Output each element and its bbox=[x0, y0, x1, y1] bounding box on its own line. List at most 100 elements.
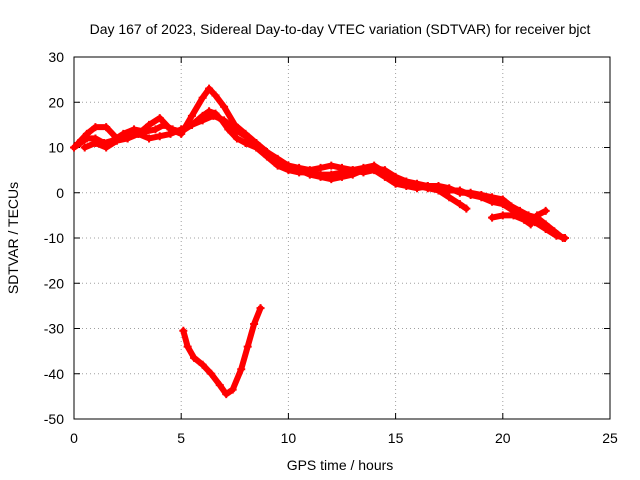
data-series bbox=[70, 84, 569, 399]
data-point bbox=[130, 125, 139, 134]
series-line bbox=[81, 112, 568, 241]
data-point bbox=[241, 132, 250, 141]
data-point bbox=[455, 186, 464, 195]
data-point bbox=[177, 125, 186, 134]
data-point bbox=[70, 143, 78, 152]
data-point bbox=[222, 390, 231, 399]
x-tick-label: 25 bbox=[602, 430, 618, 446]
data-point bbox=[187, 120, 196, 129]
y-axis: 30 20 10 0 -10 -20 -30 -40 -50 bbox=[44, 49, 610, 427]
data-point bbox=[220, 116, 229, 125]
data-point bbox=[187, 111, 196, 120]
data-point bbox=[370, 163, 379, 172]
x-axis-label: GPS time / hours bbox=[287, 457, 394, 473]
data-point bbox=[295, 166, 304, 175]
data-point bbox=[413, 179, 422, 188]
data-point bbox=[207, 369, 216, 378]
y-tick-label: -50 bbox=[44, 411, 64, 427]
data-point bbox=[338, 163, 346, 172]
data-point bbox=[462, 204, 471, 213]
data-point bbox=[316, 172, 325, 181]
x-tick-label: 15 bbox=[388, 430, 404, 446]
data-point bbox=[380, 166, 389, 175]
y-tick-label: 10 bbox=[48, 140, 64, 156]
data-point bbox=[198, 116, 207, 125]
data-point bbox=[205, 107, 214, 116]
data-point bbox=[123, 134, 132, 143]
data-point bbox=[155, 114, 164, 123]
data-point bbox=[80, 143, 89, 152]
data-point bbox=[262, 148, 271, 157]
series-track-d bbox=[488, 206, 550, 229]
data-point bbox=[488, 197, 497, 206]
data-point bbox=[498, 200, 507, 209]
data-point bbox=[230, 125, 239, 134]
data-point bbox=[102, 123, 111, 132]
data-point bbox=[215, 381, 224, 390]
data-point bbox=[82, 129, 91, 138]
data-point bbox=[305, 170, 314, 179]
data-point bbox=[552, 231, 561, 240]
data-point bbox=[179, 326, 188, 335]
data-point bbox=[198, 360, 207, 369]
data-point bbox=[316, 163, 325, 172]
x-tick-label: 5 bbox=[177, 430, 185, 446]
y-tick-label: 30 bbox=[48, 49, 64, 65]
data-point bbox=[560, 234, 569, 242]
y-tick-label: -40 bbox=[44, 366, 64, 382]
data-point bbox=[205, 84, 214, 93]
x-axis: 0 5 10 15 20 25 bbox=[70, 57, 618, 446]
data-point bbox=[273, 154, 282, 163]
data-point bbox=[423, 181, 432, 190]
data-point bbox=[232, 134, 241, 143]
data-point bbox=[533, 211, 542, 220]
data-point bbox=[526, 220, 535, 229]
data-point bbox=[228, 385, 237, 394]
data-point bbox=[445, 193, 454, 202]
data-point bbox=[541, 224, 550, 233]
data-point bbox=[477, 193, 486, 202]
y-axis-label: SDTVAR / TECUs bbox=[5, 182, 21, 294]
data-point bbox=[209, 111, 218, 120]
data-point bbox=[520, 215, 529, 224]
data-point bbox=[252, 138, 261, 147]
data-point bbox=[166, 129, 175, 138]
data-point bbox=[145, 120, 154, 129]
data-point bbox=[155, 132, 164, 141]
data-point bbox=[338, 172, 346, 181]
data-point bbox=[327, 175, 336, 184]
data-point bbox=[183, 342, 192, 351]
series-track-b bbox=[74, 84, 471, 213]
data-point bbox=[327, 161, 336, 170]
y-tick-label: -30 bbox=[44, 321, 64, 337]
data-point bbox=[220, 102, 229, 111]
data-point bbox=[134, 129, 143, 138]
data-point bbox=[237, 365, 246, 374]
y-tick-label: 20 bbox=[48, 94, 64, 110]
x-tick-label: 0 bbox=[70, 430, 78, 446]
data-point bbox=[102, 143, 111, 152]
data-point bbox=[488, 213, 497, 222]
data-point bbox=[391, 172, 400, 181]
series-line bbox=[180, 305, 264, 398]
y-tick-label: -20 bbox=[44, 275, 64, 291]
data-point bbox=[250, 319, 259, 328]
data-point bbox=[359, 166, 368, 175]
data-point bbox=[256, 304, 265, 313]
series-track-e bbox=[179, 304, 265, 399]
data-point bbox=[348, 170, 357, 179]
series-track-c bbox=[80, 111, 569, 242]
data-point bbox=[498, 211, 507, 220]
data-point bbox=[190, 353, 199, 362]
data-point bbox=[284, 161, 293, 170]
series-line bbox=[75, 85, 470, 212]
data-point bbox=[151, 125, 160, 134]
x-tick-label: 20 bbox=[495, 430, 511, 446]
data-point bbox=[91, 138, 100, 147]
data-point bbox=[91, 123, 100, 132]
data-point bbox=[434, 184, 443, 193]
data-point bbox=[541, 206, 550, 215]
data-point bbox=[198, 93, 207, 102]
grid bbox=[73, 56, 611, 420]
